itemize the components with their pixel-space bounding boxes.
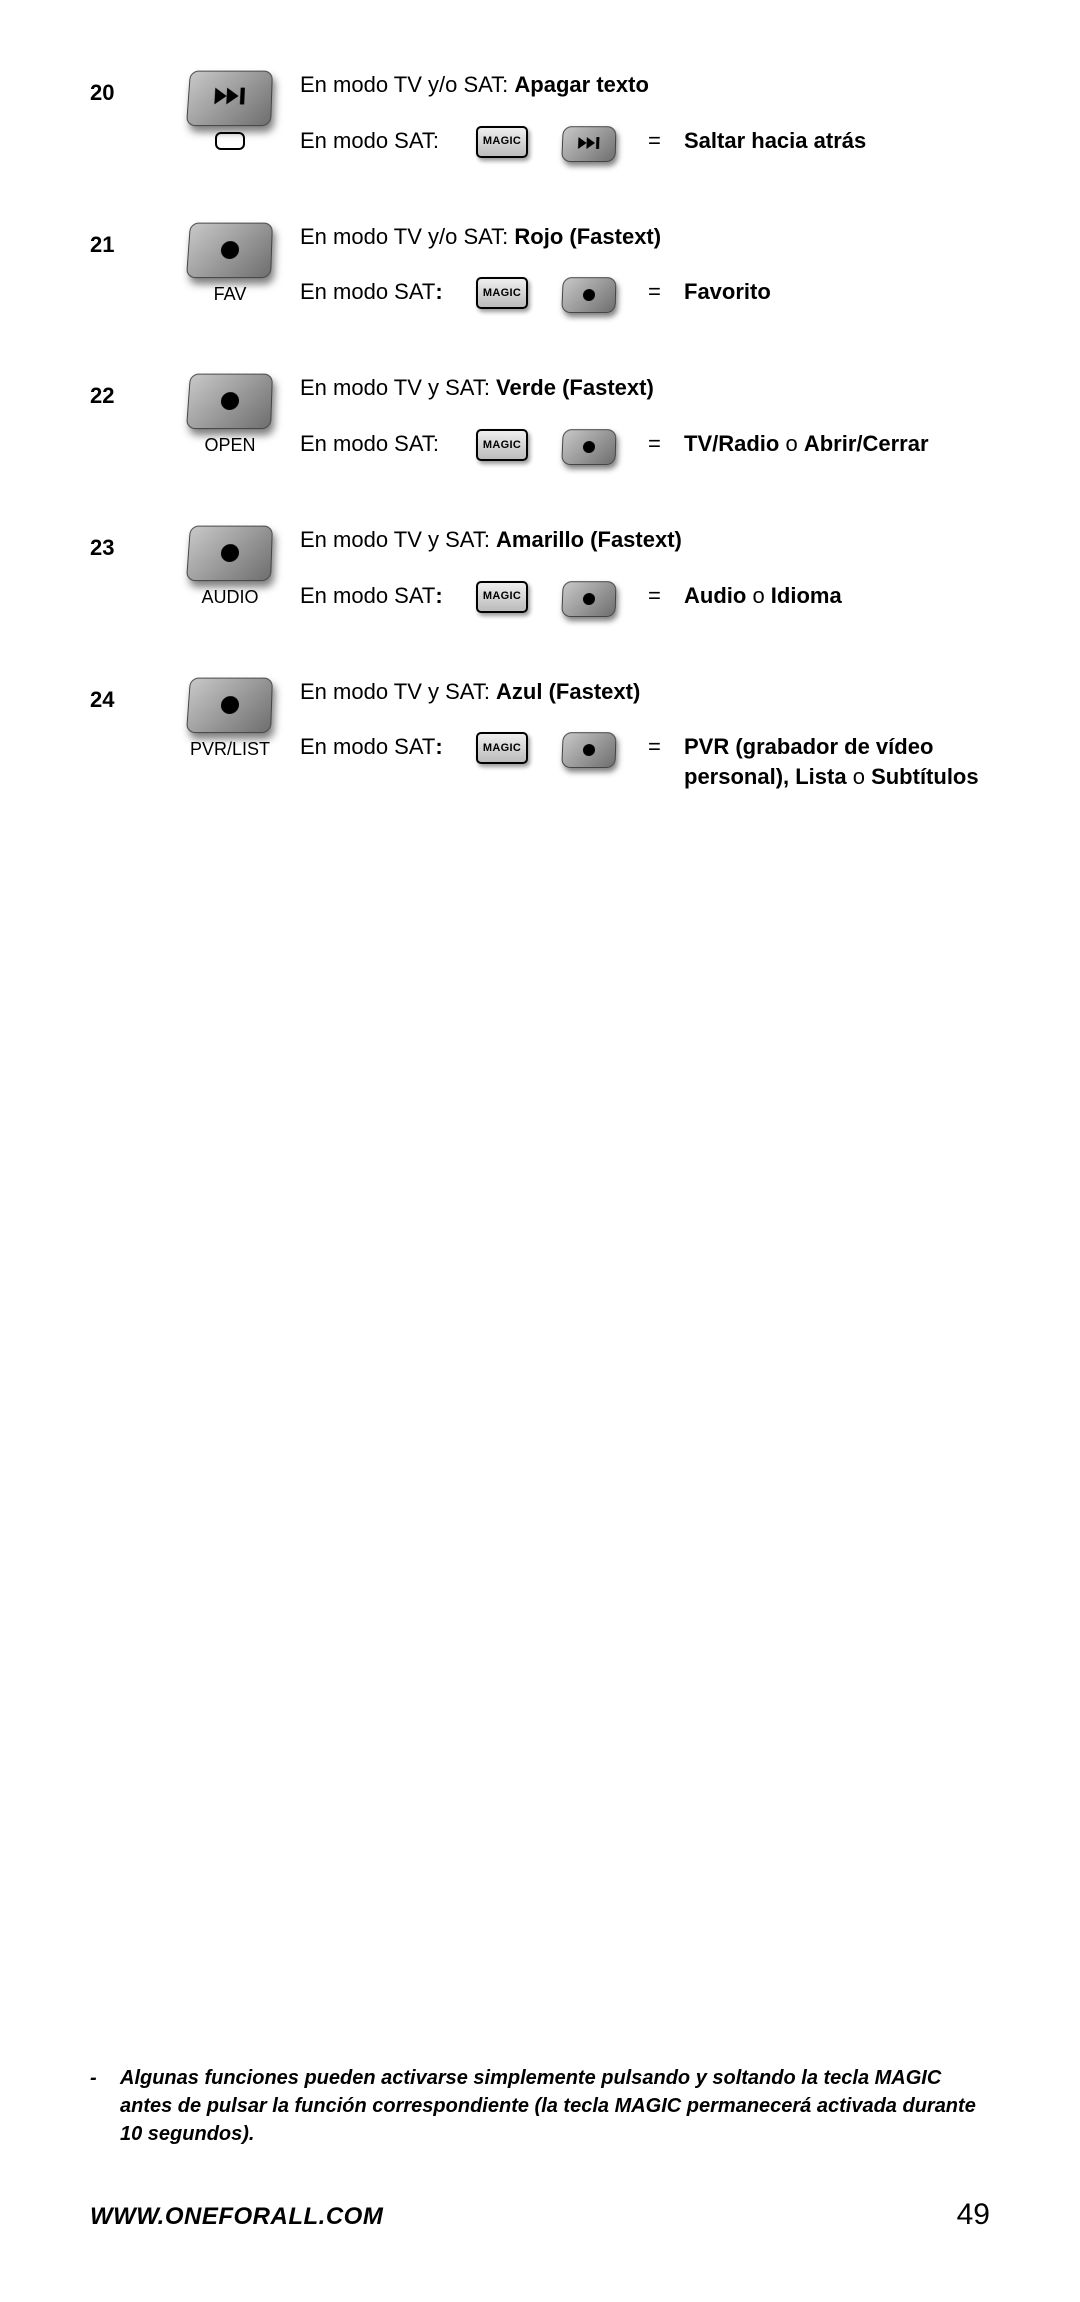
remote-button-icon <box>186 677 273 732</box>
button-description-row: 21FAVEn modo TV y/o SAT: Rojo (Fastext)E… <box>90 222 990 314</box>
equals-sign: = <box>648 581 678 611</box>
magic-label: MAGIC <box>483 134 521 149</box>
button-label: OPEN <box>160 435 300 456</box>
result-label: Saltar hacia atrás <box>684 126 990 156</box>
mode-tv-sat-line: En modo TV y SAT: Verde (Fastext) <box>300 373 990 403</box>
row-number: 22 <box>90 373 160 409</box>
button-description-row: 24PVR/LISTEn modo TV y SAT: Azul (Fastex… <box>90 677 990 792</box>
page-number: 49 <box>957 2198 990 2232</box>
button-column: PVR/LIST <box>160 677 300 760</box>
row-number: 21 <box>90 222 160 258</box>
magic-label: MAGIC <box>483 438 521 453</box>
line1-bold: Amarillo (Fastext) <box>496 527 682 552</box>
equals-sign: = <box>648 732 678 762</box>
line1-bold: Rojo (Fastext) <box>514 224 661 249</box>
result-label: TV/Radio o Abrir/Cerrar <box>684 429 990 459</box>
mode-tv-sat-line: En modo TV y SAT: Amarillo (Fastext) <box>300 525 990 555</box>
magic-button-icon: MAGIC <box>476 277 556 309</box>
line1-prefix: En modo TV y/o SAT: <box>300 72 514 97</box>
button-label: PVR/LIST <box>160 739 300 760</box>
line1-bold: Verde (Fastext) <box>496 375 654 400</box>
remote-button-icon <box>186 71 273 126</box>
button-description-row: 20En modo TV y/o SAT: Apagar textoEn mod… <box>90 70 990 162</box>
mode-sat-line: En modo SAT: MAGIC =Favorito <box>300 277 990 313</box>
line2-mode-label: En modo SAT: <box>300 429 470 459</box>
magic-button-icon: MAGIC <box>476 732 556 764</box>
line1-prefix: En modo TV y SAT: <box>300 375 496 400</box>
magic-button-icon: MAGIC <box>476 429 556 461</box>
description-column: En modo TV y/o SAT: Rojo (Fastext)En mod… <box>300 222 990 314</box>
mode-tv-sat-line: En modo TV y SAT: Azul (Fastext) <box>300 677 990 707</box>
line1-bold: Azul (Fastext) <box>496 679 640 704</box>
button-column <box>160 70 300 150</box>
mode-sat-line: En modo SAT: MAGIC =Saltar hacia atrás <box>300 126 990 162</box>
result-label: PVR (grabador de vídeo perso­nal), Lista… <box>684 732 990 791</box>
footer-bottom: WWW.ONEFORALL.COM 49 <box>90 2198 990 2232</box>
footnote: - Algunas funciones pueden activarse sim… <box>90 2064 990 2148</box>
mode-sat-line: En modo SAT: MAGIC =Audio o Idioma <box>300 581 990 617</box>
mode-tv-sat-line: En modo TV y/o SAT: Apagar texto <box>300 70 990 100</box>
line1-prefix: En modo TV y/o SAT: <box>300 224 514 249</box>
footnote-dash: - <box>90 2064 120 2148</box>
magic-label: MAGIC <box>483 741 521 756</box>
button-description-row: 23AUDIOEn modo TV y SAT: Amarillo (Faste… <box>90 525 990 617</box>
line2-mode-label: En modo SAT: <box>300 581 470 611</box>
plus-button-icon <box>562 732 642 768</box>
footer-url: WWW.ONEFORALL.COM <box>90 2203 383 2231</box>
mode-sat-line: En modo SAT: MAGIC =TV/Radio o Abrir/Cerra… <box>300 429 990 465</box>
line1-bold: Apagar texto <box>514 72 648 97</box>
description-column: En modo TV y/o SAT: Apagar textoEn modo … <box>300 70 990 162</box>
result-label: Audio o Idioma <box>684 581 990 611</box>
footnote-text: Algunas funciones pueden activarse simpl… <box>120 2064 990 2148</box>
magic-label: MAGIC <box>483 589 521 604</box>
row-number: 20 <box>90 70 160 106</box>
page-footer: - Algunas funciones pueden activarse sim… <box>90 2064 990 2232</box>
line1-prefix: En modo TV y SAT: <box>300 679 496 704</box>
line1-prefix: En modo TV y SAT: <box>300 527 496 552</box>
plus-button-icon <box>562 429 642 465</box>
description-column: En modo TV y SAT: Verde (Fastext)En modo… <box>300 373 990 465</box>
button-description-row: 22OPENEn modo TV y SAT: Verde (Fastext)E… <box>90 373 990 465</box>
remote-button-icon <box>186 374 273 429</box>
line2-mode-label: En modo SAT: <box>300 732 470 762</box>
magic-button-icon: MAGIC <box>476 581 556 613</box>
button-label: AUDIO <box>160 587 300 608</box>
button-label: FAV <box>160 284 300 305</box>
button-column: AUDIO <box>160 525 300 608</box>
plus-button-icon <box>562 581 642 617</box>
remote-button-icon <box>186 222 273 277</box>
button-column: FAV <box>160 222 300 305</box>
magic-label: MAGIC <box>483 286 521 301</box>
line2-mode-label: En modo SAT: <box>300 126 470 156</box>
remote-button-icon <box>186 526 273 581</box>
equals-sign: = <box>648 429 678 459</box>
row-number: 23 <box>90 525 160 561</box>
mode-sat-line: En modo SAT: MAGIC =PVR (grabador de vídeo… <box>300 732 990 791</box>
line2-mode-label: En modo SAT: <box>300 277 470 307</box>
description-column: En modo TV y SAT: Azul (Fastext)En modo … <box>300 677 990 792</box>
equals-sign: = <box>648 277 678 307</box>
plus-button-icon <box>562 126 642 162</box>
plus-button-icon <box>562 277 642 313</box>
mode-tv-sat-line: En modo TV y/o SAT: Rojo (Fastext) <box>300 222 990 252</box>
equals-sign: = <box>648 126 678 156</box>
magic-button-icon: MAGIC <box>476 126 556 158</box>
sub-button-outline-icon <box>215 132 245 150</box>
description-column: En modo TV y SAT: Amarillo (Fastext)En m… <box>300 525 990 617</box>
button-column: OPEN <box>160 373 300 456</box>
result-label: Favorito <box>684 277 990 307</box>
row-number: 24 <box>90 677 160 713</box>
